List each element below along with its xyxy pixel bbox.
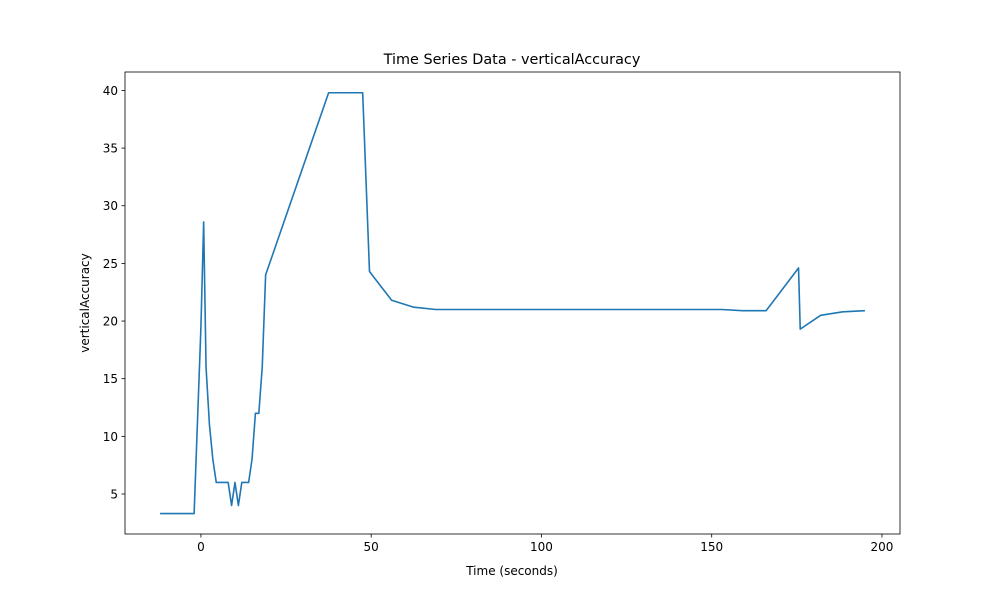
- y-tick-label: 20: [103, 315, 118, 329]
- chart-title: Time Series Data - verticalAccuracy: [383, 52, 641, 68]
- y-tick-label: 35: [103, 142, 118, 156]
- x-axis-label: Time (seconds): [465, 564, 558, 578]
- y-tick-label: 10: [103, 430, 118, 444]
- y-axis-label: verticalAccuracy: [78, 253, 92, 353]
- y-tick-label: 30: [103, 199, 118, 213]
- y-tick-label: 5: [110, 487, 118, 501]
- y-tick-label: 40: [103, 84, 118, 98]
- x-tick-label: 50: [364, 540, 379, 554]
- y-tick-label: 15: [103, 372, 118, 386]
- x-tick-label: 150: [700, 540, 723, 554]
- tick-group: 0 50 100 150 200 5 10 15 20 25 30 35 40: [103, 84, 894, 554]
- x-tick-label: 100: [530, 540, 553, 554]
- plot-area: [124, 71, 901, 535]
- x-tick-label: 200: [870, 540, 893, 554]
- x-tick-label: 0: [197, 540, 205, 554]
- series-line: [160, 91, 865, 515]
- series-layer: [160, 91, 865, 515]
- y-tick-label: 25: [103, 257, 118, 271]
